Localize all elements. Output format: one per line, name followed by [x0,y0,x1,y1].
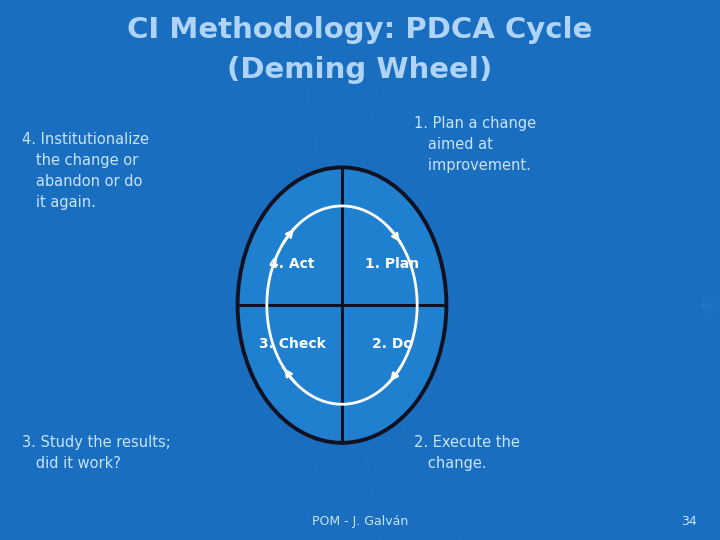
Text: CI Methodology: PDCA Cycle: CI Methodology: PDCA Cycle [127,16,593,44]
Text: 3. Check: 3. Check [258,336,325,350]
Text: 1. Plan a change
   aimed at
   improvement.: 1. Plan a change aimed at improvement. [414,116,536,173]
Text: 2. Do: 2. Do [372,336,413,350]
Text: 1. Plan: 1. Plan [365,257,419,271]
Text: 3. Study the results;
   did it work?: 3. Study the results; did it work? [22,435,171,471]
Text: 2. Execute the
   change.: 2. Execute the change. [414,435,520,471]
Text: 4. Act: 4. Act [269,257,315,271]
Ellipse shape [238,167,446,443]
Text: POM - J. Galván: POM - J. Galván [312,515,408,528]
Text: (Deming Wheel): (Deming Wheel) [228,56,492,84]
Text: 4. Institutionalize
   the change or
   abandon or do
   it again.: 4. Institutionalize the change or abando… [22,132,148,210]
Text: 34: 34 [681,515,697,528]
